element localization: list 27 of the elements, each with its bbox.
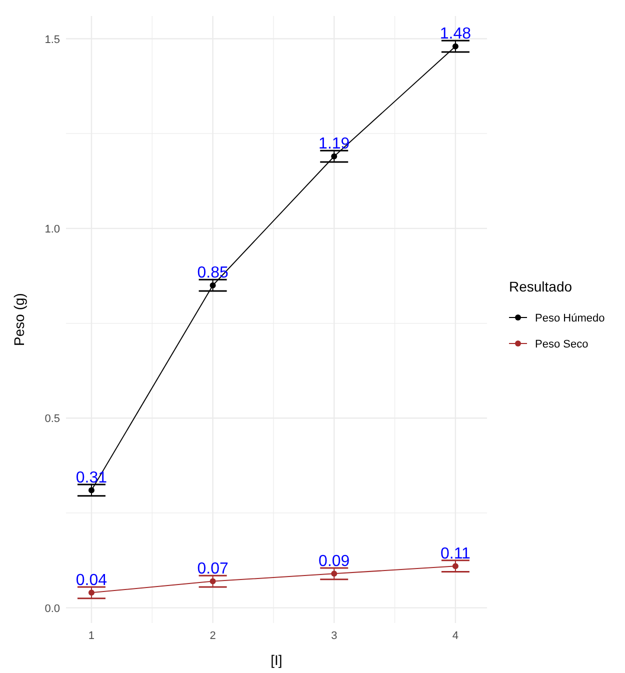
y-tick-label: 1.0 [44, 223, 60, 236]
y-tick-label: 0.0 [44, 602, 60, 615]
point [88, 590, 94, 596]
y-tick-label: 1.5 [44, 34, 60, 46]
y-axis-title: Peso (g) [11, 293, 27, 346]
point [210, 282, 216, 288]
x-tick-label: 1 [88, 630, 95, 642]
x-tick-label: 2 [210, 630, 216, 642]
legend-label: Peso Seco [535, 338, 588, 350]
legend-title: Resultado [509, 278, 572, 294]
point [88, 487, 94, 494]
point [331, 153, 338, 160]
legend-label: Peso Húmedo [535, 312, 605, 324]
data-label: 1.19 [318, 136, 350, 153]
point [210, 578, 216, 584]
data-label: 0.04 [76, 572, 108, 589]
x-tick-label: 4 [452, 630, 459, 642]
y-tick-label: 0.5 [44, 413, 60, 426]
data-label: 0.09 [318, 552, 350, 570]
data-label: 1.48 [440, 26, 472, 43]
point [452, 563, 458, 570]
data-label: 0.07 [197, 560, 228, 578]
data-label: 0.11 [440, 545, 471, 562]
x-tick-label: 3 [331, 630, 338, 642]
point [452, 43, 458, 50]
x-axis-title: [I] [270, 652, 282, 668]
point [331, 570, 338, 577]
